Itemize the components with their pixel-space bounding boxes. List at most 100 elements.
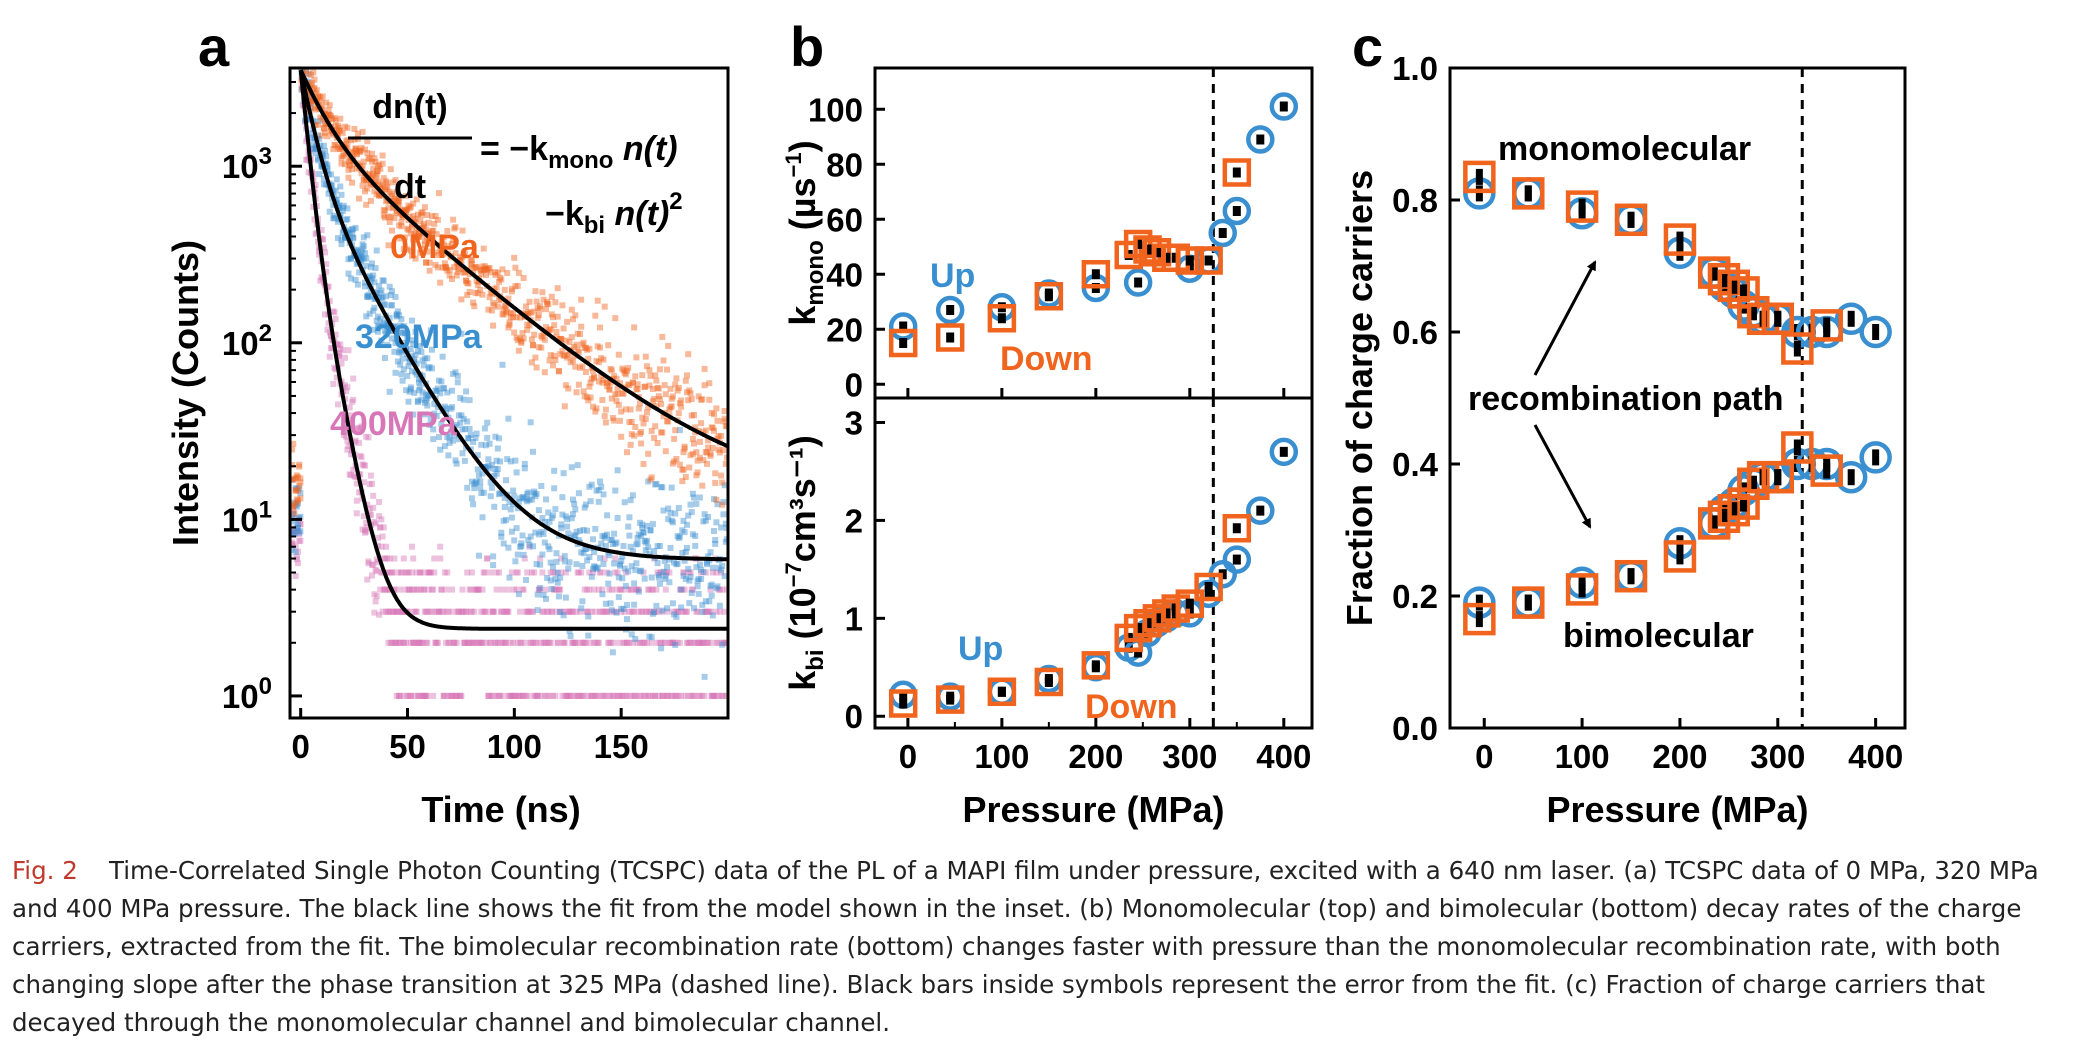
marker-square — [935, 323, 965, 352]
data-point — [562, 569, 569, 576]
data-point — [714, 583, 721, 590]
data-point — [652, 692, 659, 699]
data-point — [346, 162, 353, 169]
data-point — [416, 231, 422, 238]
data-point — [662, 569, 669, 576]
data-point — [678, 586, 685, 593]
data-point — [613, 375, 620, 382]
data-point — [688, 396, 695, 402]
data-point — [613, 608, 620, 615]
data-point — [548, 311, 555, 318]
data-point — [312, 150, 319, 157]
x-axis-label-a: Time (ns) — [421, 789, 580, 830]
data-point — [696, 494, 703, 501]
data-point — [541, 539, 548, 546]
data-point — [503, 302, 509, 309]
data-point — [586, 483, 593, 490]
data-point — [326, 208, 333, 215]
data-point — [588, 481, 595, 488]
data-point — [593, 358, 600, 364]
data-point — [679, 527, 686, 534]
data-point — [420, 586, 427, 593]
data-point — [309, 145, 316, 152]
data-point — [290, 462, 296, 468]
data-point — [324, 326, 331, 333]
data-point — [564, 523, 571, 530]
data-point — [580, 692, 587, 699]
data-point — [716, 608, 723, 615]
data-point — [315, 155, 321, 162]
data-point — [578, 296, 585, 303]
data-point — [580, 339, 587, 346]
x-tick-label: 0 — [1475, 738, 1493, 775]
data-point — [699, 639, 706, 646]
panel-c: c0.00.20.40.60.81.00 100 200 300 400Pressure… — [1339, 15, 1907, 830]
data-point — [406, 359, 413, 366]
data-point — [401, 692, 408, 699]
data-point — [360, 462, 367, 469]
data-point — [500, 305, 507, 312]
data-point — [384, 342, 391, 349]
data-point — [666, 556, 673, 563]
data-point — [668, 484, 675, 491]
data-point — [377, 165, 384, 172]
data-point — [339, 347, 346, 354]
data-point — [639, 414, 646, 421]
data-point — [546, 546, 553, 553]
data-point — [575, 381, 582, 388]
data-point — [372, 173, 379, 180]
data-point — [417, 218, 424, 225]
data-point — [676, 461, 683, 468]
data-point — [582, 546, 589, 552]
data-point — [675, 410, 682, 417]
data-point — [526, 298, 533, 305]
data-point — [653, 608, 660, 615]
data-point — [468, 569, 475, 576]
data-point — [457, 254, 464, 261]
data-point — [681, 529, 688, 536]
data-point — [538, 483, 545, 489]
data-point — [349, 226, 356, 233]
data-point — [364, 293, 371, 300]
data-point — [476, 639, 482, 646]
data-point — [518, 339, 525, 346]
data-point — [379, 152, 386, 159]
data-point — [307, 81, 314, 88]
data-point — [526, 496, 533, 503]
data-point — [695, 692, 702, 699]
data-point — [437, 543, 444, 550]
data-point — [656, 543, 663, 549]
data-point — [403, 193, 410, 200]
data-point — [700, 569, 707, 575]
fit-line-0MPa — [298, 69, 728, 449]
data-point — [431, 249, 438, 256]
data-point — [606, 586, 613, 593]
data-point — [473, 430, 480, 437]
y-tick-label: 3 — [845, 404, 863, 441]
data-point — [547, 326, 554, 333]
data-point — [532, 639, 539, 646]
data-point — [481, 263, 488, 270]
data-point — [310, 86, 317, 92]
data-point — [290, 476, 297, 483]
data-point — [378, 287, 385, 294]
data-point — [474, 466, 481, 473]
data-point — [349, 166, 356, 173]
data-point — [370, 272, 377, 279]
data-point — [324, 162, 331, 169]
data-point — [446, 272, 453, 279]
data-point — [331, 141, 338, 148]
data-point — [297, 475, 304, 482]
data-point — [452, 224, 459, 231]
data-point — [602, 608, 609, 615]
data-point — [655, 393, 662, 400]
panel-a-data — [290, 68, 728, 699]
data-point — [525, 309, 532, 316]
error-bar — [997, 686, 1006, 697]
data-point — [617, 380, 623, 387]
data-point — [360, 513, 367, 520]
data-point — [706, 598, 713, 605]
data-point — [332, 366, 339, 373]
data-point — [378, 337, 385, 344]
